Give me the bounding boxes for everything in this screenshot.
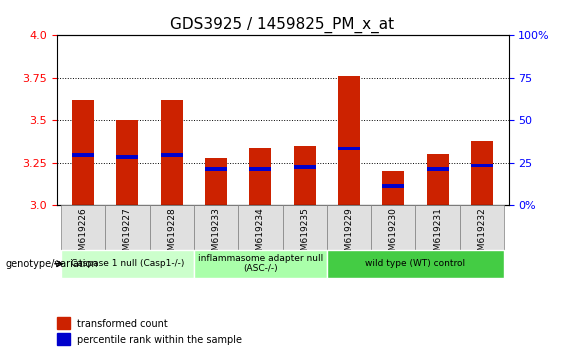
Text: GSM619235: GSM619235 <box>300 207 309 262</box>
Bar <box>150 205 194 250</box>
Bar <box>338 76 360 205</box>
Bar <box>282 205 327 250</box>
Bar <box>61 205 105 250</box>
Bar <box>427 167 449 171</box>
Bar <box>205 158 227 205</box>
Text: Caspase 1 null (Casp1-/-): Caspase 1 null (Casp1-/-) <box>71 259 184 268</box>
Text: wild type (WT) control: wild type (WT) control <box>366 259 466 268</box>
Bar <box>56 317 70 329</box>
Bar <box>460 205 504 250</box>
Bar <box>415 205 460 250</box>
Bar <box>249 148 271 205</box>
Bar <box>160 153 183 157</box>
Text: GSM619234: GSM619234 <box>256 207 265 262</box>
Text: inflammasome adapter null
(ASC-/-): inflammasome adapter null (ASC-/-) <box>198 254 323 273</box>
Text: GSM619229: GSM619229 <box>345 207 354 262</box>
Bar <box>382 184 405 188</box>
Bar <box>238 205 282 250</box>
Bar <box>338 147 360 150</box>
Bar <box>105 205 150 250</box>
Bar <box>116 155 138 159</box>
Text: GSM619231: GSM619231 <box>433 207 442 262</box>
Bar <box>471 141 493 205</box>
Bar <box>382 171 405 205</box>
Text: transformed count: transformed count <box>77 319 168 329</box>
Bar <box>371 205 415 250</box>
Text: GSM619227: GSM619227 <box>123 207 132 262</box>
Bar <box>427 154 449 205</box>
Bar <box>194 250 327 278</box>
Bar <box>327 250 504 278</box>
Text: genotype/variation: genotype/variation <box>6 259 98 269</box>
Bar <box>72 100 94 205</box>
Bar <box>294 146 316 205</box>
Bar <box>116 120 138 205</box>
Bar <box>327 205 371 250</box>
Title: GDS3925 / 1459825_PM_x_at: GDS3925 / 1459825_PM_x_at <box>171 16 394 33</box>
Bar <box>56 333 70 346</box>
Bar <box>471 164 493 167</box>
Text: GSM619233: GSM619233 <box>211 207 220 262</box>
Text: GSM619230: GSM619230 <box>389 207 398 262</box>
Text: percentile rank within the sample: percentile rank within the sample <box>77 335 242 344</box>
Bar <box>205 167 227 171</box>
Bar <box>249 167 271 171</box>
Bar <box>294 165 316 169</box>
Bar <box>160 100 183 205</box>
Text: GSM619226: GSM619226 <box>79 207 88 262</box>
Text: GSM619232: GSM619232 <box>477 207 486 262</box>
Bar <box>194 205 238 250</box>
Bar <box>61 250 194 278</box>
Text: GSM619228: GSM619228 <box>167 207 176 262</box>
Bar <box>72 153 94 157</box>
